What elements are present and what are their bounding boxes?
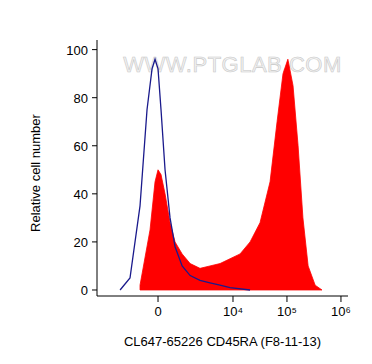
y-tick <box>92 97 97 98</box>
y-tick <box>92 241 97 242</box>
x-tick <box>340 296 341 302</box>
x-axis-label: CL647-65226 CD45RA (F8-11-13) <box>124 334 321 349</box>
x-tick-label: 10⁶ <box>331 304 351 319</box>
x-tick <box>158 296 159 302</box>
y-tick-label: 40 <box>74 187 88 202</box>
y-tick <box>92 49 97 50</box>
y-tick-label: 80 <box>74 91 88 106</box>
x-tick-label: 10⁴ <box>223 304 243 319</box>
y-tick-label: 0 <box>81 283 88 298</box>
x-tick-label: 10⁵ <box>277 304 297 319</box>
x-axis <box>97 296 348 297</box>
y-tick <box>92 193 97 194</box>
x-tick <box>232 296 233 302</box>
y-tick <box>92 145 97 146</box>
x-tick <box>286 296 287 302</box>
y-tick-label: 100 <box>66 43 88 58</box>
chart: WWW.PTGLAB.COM020406080100010⁴10⁵10⁶CL64… <box>0 0 372 364</box>
plot-area <box>120 59 322 290</box>
histogram-line <box>120 59 250 290</box>
y-tick-label: 20 <box>74 235 88 250</box>
y-axis <box>97 40 98 296</box>
y-axis-label: Relative cell number <box>28 113 43 231</box>
y-tick <box>92 289 97 290</box>
histogram-area <box>140 59 322 290</box>
y-tick-label: 60 <box>74 139 88 154</box>
x-tick-label: 0 <box>154 304 161 319</box>
